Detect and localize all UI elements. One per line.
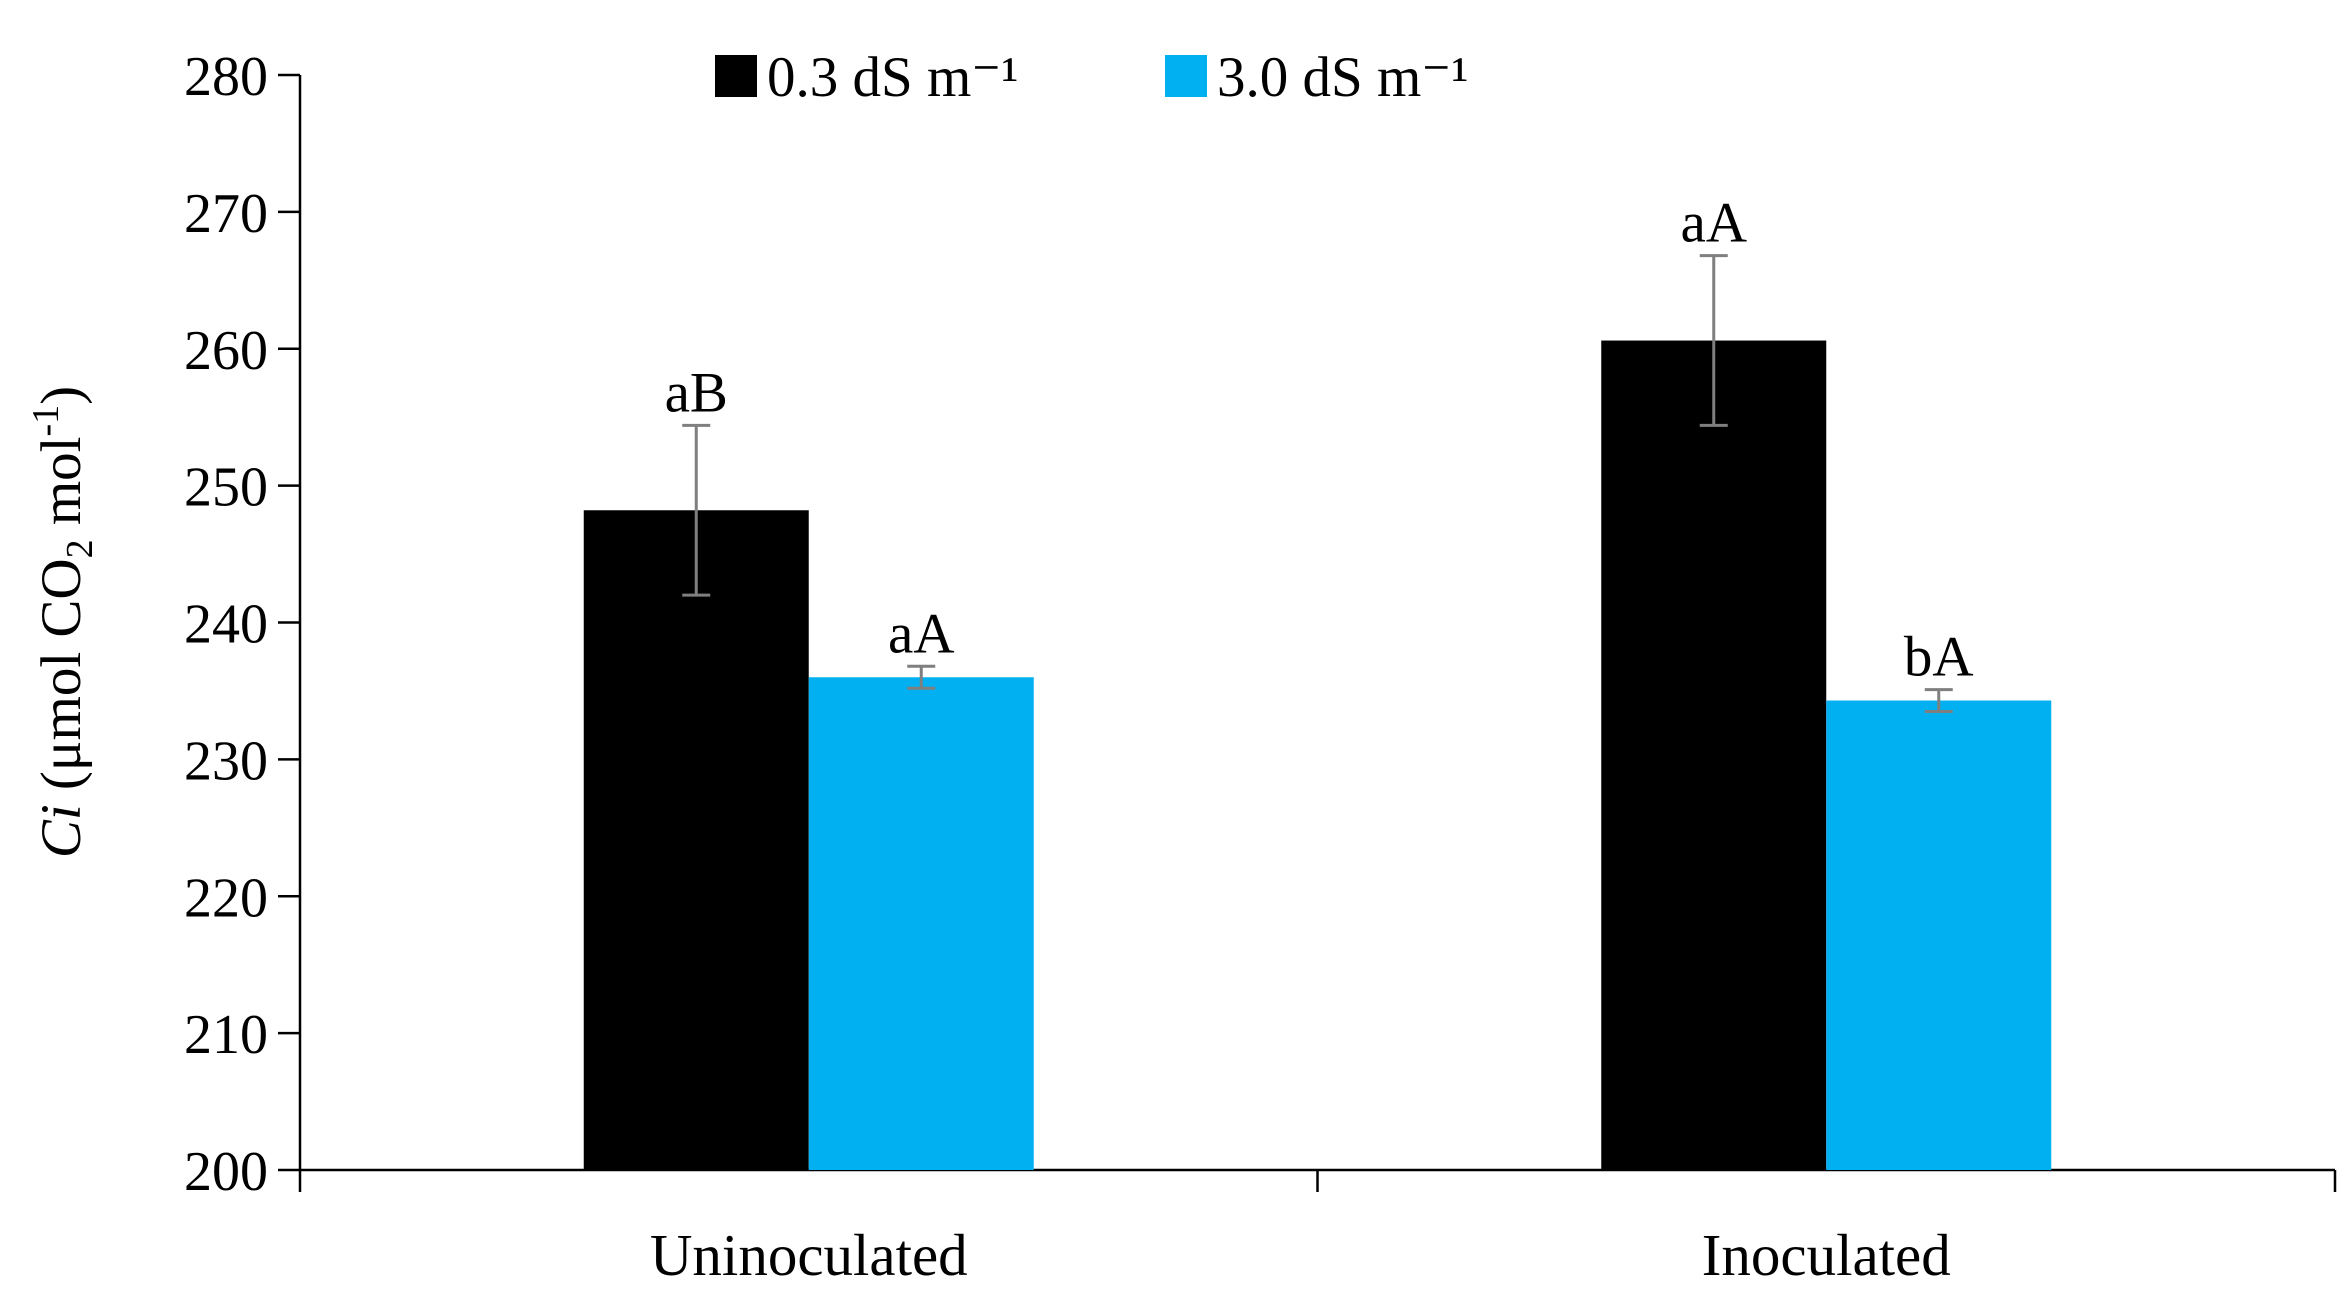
y-axis-title-unit: mol [30, 436, 93, 539]
y-axis-title-symbol: Ci [30, 804, 93, 858]
bar [1601, 340, 1827, 1171]
bar [1826, 700, 2052, 1170]
y-tick-label: 260 [184, 320, 268, 382]
legend-swatch [1165, 55, 1207, 97]
y-axis-title-superscript: -1 [25, 405, 67, 437]
x-category-label: Inoculated [1702, 1222, 1951, 1288]
y-tick-label: 270 [184, 183, 268, 245]
x-category-label: Uninoculated [650, 1222, 968, 1288]
legend-label: 3.0 dS m⁻¹ [1217, 46, 1468, 109]
y-tick-label: 210 [184, 1004, 268, 1066]
y-tick-label: 250 [184, 457, 268, 519]
y-axis-title-subscript: 2 [59, 539, 101, 558]
y-tick-label: 200 [184, 1141, 268, 1203]
y-axis-title-suffix: ) [30, 386, 93, 405]
legend: 0.3 dS m⁻¹ 3.0 dS m⁻¹ [715, 46, 1468, 109]
y-axis-title: Ci (μmol CO2 mol-1) [25, 386, 101, 858]
legend-label: 0.3 dS m⁻¹ [767, 46, 1018, 109]
bar-significance-label: bA [1904, 626, 1974, 689]
legend-swatch [715, 55, 757, 97]
bar-significance-label: aA [1681, 192, 1747, 255]
bar [583, 510, 809, 1170]
bar [808, 677, 1034, 1170]
bar-significance-label: aA [888, 602, 954, 665]
y-tick-label: 240 [184, 594, 268, 656]
bar-significance-label: aB [665, 361, 728, 424]
y-tick-label: 220 [184, 867, 268, 929]
y-axis-title-prefix: (μmol CO [30, 558, 93, 804]
y-tick-label: 280 [184, 46, 268, 108]
y-tick-label: 230 [184, 730, 268, 792]
